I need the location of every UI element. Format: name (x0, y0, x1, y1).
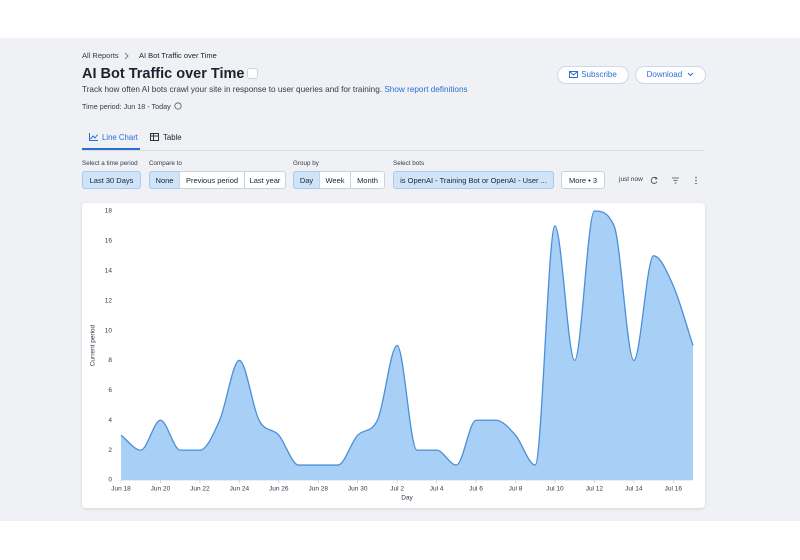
filter-label: Select a time period (82, 160, 138, 167)
definitions-link[interactable]: Show report definitions (384, 85, 468, 94)
breadcrumb-current: AI Bot Traffic over Time (139, 51, 217, 60)
tab-divider (82, 150, 705, 151)
x-tick-label: Jul 16 (665, 486, 683, 493)
y-tick-label: 10 (105, 327, 113, 334)
page-description: Track how often AI bots crawl your site … (82, 85, 468, 94)
y-tick-label: 12 (105, 297, 113, 304)
x-tick-label: Jul 14 (625, 486, 643, 493)
filter-label: Compare to (149, 160, 182, 167)
y-tick-label: 4 (108, 417, 112, 424)
subscribe-label: Subscribe (581, 70, 617, 79)
tab-underline (82, 148, 140, 150)
tab-table[interactable]: Table (150, 133, 182, 142)
x-tick-label: Jun 20 (151, 486, 171, 493)
y-tick-label: 14 (105, 267, 113, 274)
x-tick-label: Jul 12 (586, 486, 604, 493)
y-tick-label: 6 (108, 387, 112, 394)
x-tick-label: Jun 28 (308, 486, 328, 493)
area-line (120, 210, 694, 466)
breadcrumb-link[interactable]: All Reports (82, 51, 119, 60)
y-tick-label: 16 (105, 238, 113, 245)
option-button[interactable]: None (149, 171, 180, 189)
y-tick-label: 8 (108, 357, 112, 364)
y-tick-label: 2 (108, 447, 112, 454)
chart: 0 2 4 6 8 10 12 14 16 18 Jun 18 Jun 20 Jun 22 Jun 24 J… (90, 208, 694, 502)
download-button[interactable]: Download (635, 66, 706, 84)
y-tick-label: 0 (108, 477, 112, 484)
x-tick-label: Jul 2 (390, 486, 404, 493)
x-tick-label: Jun 30 (348, 486, 368, 493)
more-button[interactable]: More • 3 (561, 171, 605, 189)
breadcrumb-chevron (124, 52, 129, 60)
description-text: Track how often AI bots crawl your site … (82, 85, 383, 94)
tab-label: Table (163, 133, 182, 142)
filter-label: Group by (293, 160, 319, 167)
tab-label: Line Chart (102, 133, 138, 142)
subscribe-button[interactable]: Subscribe (557, 66, 629, 84)
area-fill (121, 211, 693, 480)
x-tick-label: Jun 26 (269, 486, 289, 493)
x-tick-label: Jul 8 (509, 486, 523, 493)
x-tick-label: Jun 24 (230, 486, 250, 493)
x-tick-label: Jul 10 (546, 486, 564, 493)
updated-time: just now (619, 176, 643, 183)
option-button[interactable]: Month (350, 171, 385, 189)
option-button[interactable]: Last year (244, 171, 286, 189)
y-tick-label: 18 (105, 208, 113, 215)
option-button[interactable]: Last 30 Days (82, 171, 141, 189)
x-tick-label: Jul 4 (430, 486, 444, 493)
bots-select[interactable]: is OpenAI - Training Bot or OpenAI - Use… (393, 171, 554, 189)
x-tick-label: Jun 22 (190, 486, 210, 493)
x-tick-label: Jul 6 (469, 486, 483, 493)
download-label: Download (646, 70, 683, 79)
info-icon[interactable] (247, 68, 258, 79)
tab-line-chart[interactable]: Line Chart (89, 133, 138, 142)
option-button[interactable]: Previous period (179, 171, 245, 189)
time-period: Time period: Jun 18 - Today (82, 102, 171, 111)
info-icon (174, 102, 182, 110)
x-axis-label: Day (401, 495, 413, 502)
filter-label: Select bots (393, 160, 425, 167)
toolbar-icons[interactable] (650, 176, 705, 185)
option-button[interactable]: Week (319, 171, 351, 189)
y-axis-label: Current period (90, 324, 97, 366)
option-button[interactable]: Day (293, 171, 320, 189)
x-tick-label: Jun 18 (111, 486, 131, 493)
page-title: AI Bot Traffic over Time (82, 66, 245, 82)
chart-card: 0 2 4 6 8 10 12 14 16 18 Jun 18 Jun 20 Jun 22 Jun 24 J… (82, 203, 705, 508)
